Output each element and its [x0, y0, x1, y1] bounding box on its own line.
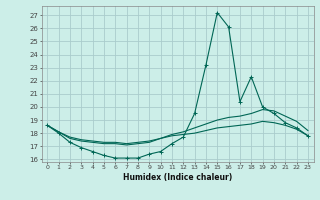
X-axis label: Humidex (Indice chaleur): Humidex (Indice chaleur) [123, 173, 232, 182]
